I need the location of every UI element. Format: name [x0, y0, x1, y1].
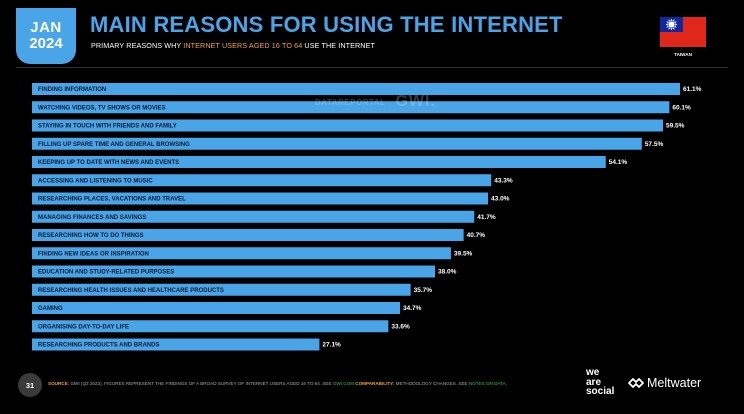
- bar-category-label: RESEARCHING HEALTH ISSUES AND HEALTHCARE…: [38, 288, 224, 294]
- date-badge: JAN 2024: [16, 8, 76, 64]
- bar: [32, 338, 320, 351]
- subtitle-pre: PRIMARY REASONS WHY: [91, 41, 184, 50]
- page-number: 31: [18, 373, 42, 397]
- subtitle-post: USE THE INTERNET: [302, 41, 375, 50]
- bar-value-label: 60.1%: [672, 104, 691, 111]
- source-text: GWI (Q3 2023). FIGURES REPRESENT THE FIN…: [69, 381, 333, 386]
- comparability-label: COMPARABILITY:: [354, 381, 395, 386]
- bar-category-label: FINDING INFORMATION: [38, 87, 106, 93]
- bar-value-label: 43.0%: [491, 196, 510, 203]
- comparability-end: .: [505, 381, 507, 386]
- bar-value-label: 27.1%: [322, 342, 341, 349]
- bar-value-label: 33.6%: [391, 323, 410, 330]
- bar: [32, 174, 492, 187]
- bar-category-label: RESEARCHING HOW TO DO THINGS: [38, 233, 144, 239]
- bar: [32, 320, 389, 333]
- bar: [32, 156, 606, 168]
- bar: [32, 101, 670, 114]
- date-month: JAN: [30, 19, 62, 37]
- we-are-social-text: we are social: [586, 367, 615, 397]
- date-year: 2024: [29, 35, 63, 52]
- subtitle-highlight: INTERNET USERS AGED 16 TO 64: [183, 41, 303, 50]
- bar: [32, 137, 642, 150]
- bar-category-label: FILLING UP SPARE TIME AND GENERAL BROWSI…: [38, 142, 190, 148]
- bar-value-label: 39.5%: [454, 250, 473, 257]
- bar-value-label: 57.5%: [645, 141, 664, 148]
- meltwater-icon: [628, 378, 644, 388]
- bar-category-label: RESEARCHING PLACES, VACATIONS AND TRAVEL: [38, 197, 186, 203]
- bar-category-label: ACCESSING AND LISTENING TO MUSIC: [38, 178, 153, 184]
- bar-value-label: 61.1%: [683, 86, 702, 93]
- source-footnote: SOURCE: GWI (Q3 2023). FIGURES REPRESENT…: [48, 381, 568, 386]
- comparability-text: METHODOLOGY CHANGES. SEE: [394, 381, 469, 386]
- bar-category-label: STAYING IN TOUCH WITH FRIENDS AND FAMILY: [38, 124, 177, 130]
- bar-value-label: 38.0%: [438, 269, 457, 276]
- bar-value-label: 34.7%: [403, 305, 422, 312]
- source-link[interactable]: GWI.COM: [332, 381, 354, 386]
- bar: [32, 119, 664, 132]
- bar-category-label: RESEARCHING PRODUCTS AND BRANDS: [38, 343, 159, 349]
- bar-category-label: GAMING: [38, 306, 63, 312]
- bar-category-label: FINDING NEW IDEAS OR INSPIRATION: [38, 251, 149, 257]
- bar-category-label: ORGANISING DAY-TO-DAY LIFE: [38, 324, 129, 330]
- meltwater-logo: Meltwater: [628, 376, 701, 390]
- bar-value-label: 35.7%: [414, 287, 433, 294]
- header-divider: [16, 67, 728, 68]
- source-label: SOURCE:: [48, 381, 70, 386]
- page-title: MAIN REASONS FOR USING THE INTERNET: [90, 12, 563, 37]
- bar-category-label: MANAGING FINANCES AND SAVINGS: [38, 215, 146, 221]
- bar: [32, 247, 451, 260]
- bar-category-label: EDUCATION AND STUDY-RELATED PURPOSES: [38, 270, 174, 276]
- bar: [32, 265, 436, 278]
- notes-on-data-link[interactable]: NOTES ON DATA: [468, 381, 506, 386]
- bar-category-label: WATCHING VIDEOS, TV SHOWS OR MOVIES: [38, 105, 166, 111]
- bar-value-label: 41.7%: [477, 214, 496, 221]
- bar: [32, 192, 489, 205]
- taiwan-flag-icon: [660, 17, 706, 47]
- bar: [32, 210, 475, 223]
- meltwater-text: Meltwater: [647, 376, 702, 390]
- we-are-social-logo: we are social: [586, 368, 614, 397]
- bar-category-label: KEEPING UP TO DATE WITH NEWS AND EVENTS: [38, 160, 179, 166]
- bar: [32, 229, 464, 241]
- bar: [32, 283, 411, 296]
- bar-value-label: 59.5%: [666, 123, 685, 130]
- bar-value-label: 54.1%: [609, 159, 628, 166]
- bar: [32, 83, 680, 95]
- country-label: TAIWAN: [674, 52, 692, 57]
- bar-value-label: 40.7%: [467, 232, 486, 239]
- page-subtitle: PRIMARY REASONS WHY INTERNET USERS AGED …: [91, 41, 375, 50]
- bar-value-label: 43.3%: [494, 177, 513, 184]
- bar: [32, 302, 401, 314]
